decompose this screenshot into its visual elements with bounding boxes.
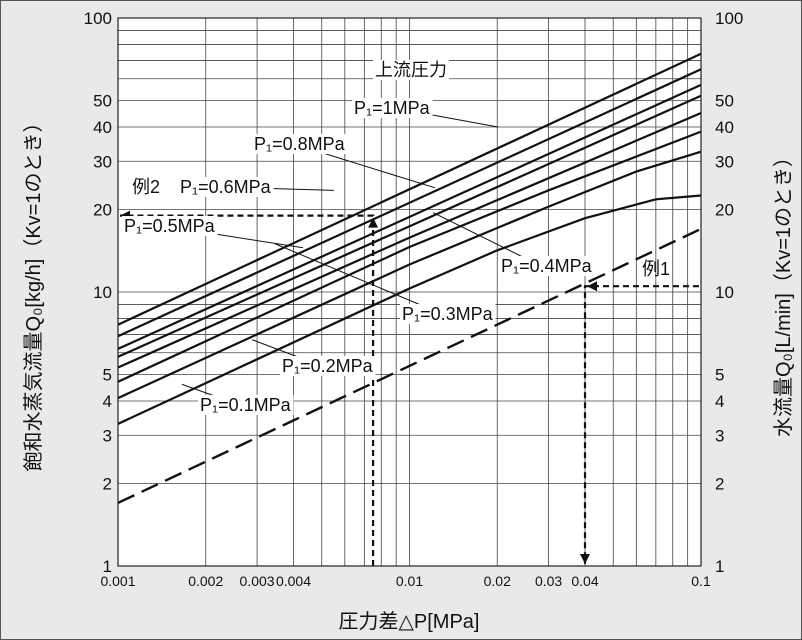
series-line-water [117,227,702,504]
y-tick-right: 1 [715,557,724,576]
y-tick-left: 20 [93,201,112,220]
series-label-5: P₁=0.3MPa [402,304,494,324]
series-label-bg [198,395,294,415]
series-label-3: P₁=0.5MPa [124,216,216,236]
upstream-pressure-label: 上流圧力 [375,60,447,80]
x-tick: 0.001 [100,573,135,589]
y-tick-left: 50 [93,91,112,110]
plot-border [117,17,702,567]
label-layer: P₁=1MPa P₁=0.8MPa P₁=0.6MPa P₁=0.5MPa P₁=0.4… [122,60,670,415]
series-line-7 [117,194,702,425]
x-tick: 0.03 [535,573,562,589]
series-line-0 [117,52,702,326]
y-tick-right: 2 [715,475,724,494]
example-1-label: 例1 [642,259,670,279]
series-label-bg [252,134,348,154]
example-1-arrow-left [587,281,598,292]
series-label-bg [122,216,218,236]
series-line-5 [117,130,702,383]
example-2-line [120,214,375,566]
example-2-arrow-up [368,217,379,228]
series-label-bg [178,177,274,197]
y-tick-right: 30 [715,152,734,171]
x-tick: 0.1 [691,573,711,589]
series-label-4: P₁=0.4MPa [501,256,593,276]
series-line-2 [117,83,702,350]
series-label-2: P₁=0.6MPa [180,177,272,197]
y-tick-right: 40 [715,118,734,137]
example-layer [120,210,699,566]
x-tick: 0.002 [188,573,223,589]
x-tick: 0.003 [240,573,275,589]
series-label-bg [352,98,433,118]
y-tick-right: 20 [715,201,734,220]
x-tick: 0.02 [484,573,511,589]
series-line-6 [117,150,702,400]
y-axis-right-title: 水流量Q₀[L/min]（Kv=1のとき） [772,147,795,437]
series-label-bg [280,356,376,376]
series-label-6: P₁=0.2MPa [282,356,374,376]
y-tick-right: 100 [715,9,743,28]
y-tick-right: 4 [715,392,724,411]
y-tick-right: 5 [715,365,724,384]
y-tick-left: 2 [103,475,112,494]
series-label-1: P₁=0.8MPa [254,134,346,154]
y-tick-left: 1 [103,557,112,576]
y-tick-left: 100 [84,9,112,28]
series-line-1 [117,68,702,338]
y-axis-left-title: 飽和水蒸気流量Q₀[kg/h]（Kv=1のとき） [22,113,45,472]
series-line-4 [117,111,702,369]
label-leader [274,243,443,315]
tick-layer: 1 1 2 2 3 3 4 4 5 5 10 10 20 20 30 30 40 40 50 50 100 100 0.00… [84,9,744,589]
x-axis-title: 圧力差△P[MPa] [339,610,480,633]
series-label-0: P₁=1MPa [354,98,431,118]
y-tick-right: 3 [715,426,724,445]
series-line-3 [117,94,702,358]
x-tick: 0.04 [571,573,598,589]
series-label-bg [499,256,595,276]
series-label-7: P₁=0.1MPa [200,395,292,415]
x-tick: 0.004 [276,573,311,589]
y-tick-right: 50 [715,91,734,110]
example-2-label: 例2 [132,177,160,197]
series-layer [117,52,702,504]
example-1-arrow-down [580,554,591,564]
y-tick-left: 10 [93,283,112,302]
y-tick-right: 10 [715,283,734,302]
y-tick-left: 3 [103,426,112,445]
y-tick-left: 4 [103,392,112,411]
y-tick-left: 40 [93,118,112,137]
x-tick: 0.01 [396,573,423,589]
example-1-line [583,285,699,564]
y-tick-left: 30 [93,152,112,171]
series-label-bg [400,304,496,324]
y-tick-left: 5 [103,365,112,384]
upstream-label-bg [373,60,449,80]
